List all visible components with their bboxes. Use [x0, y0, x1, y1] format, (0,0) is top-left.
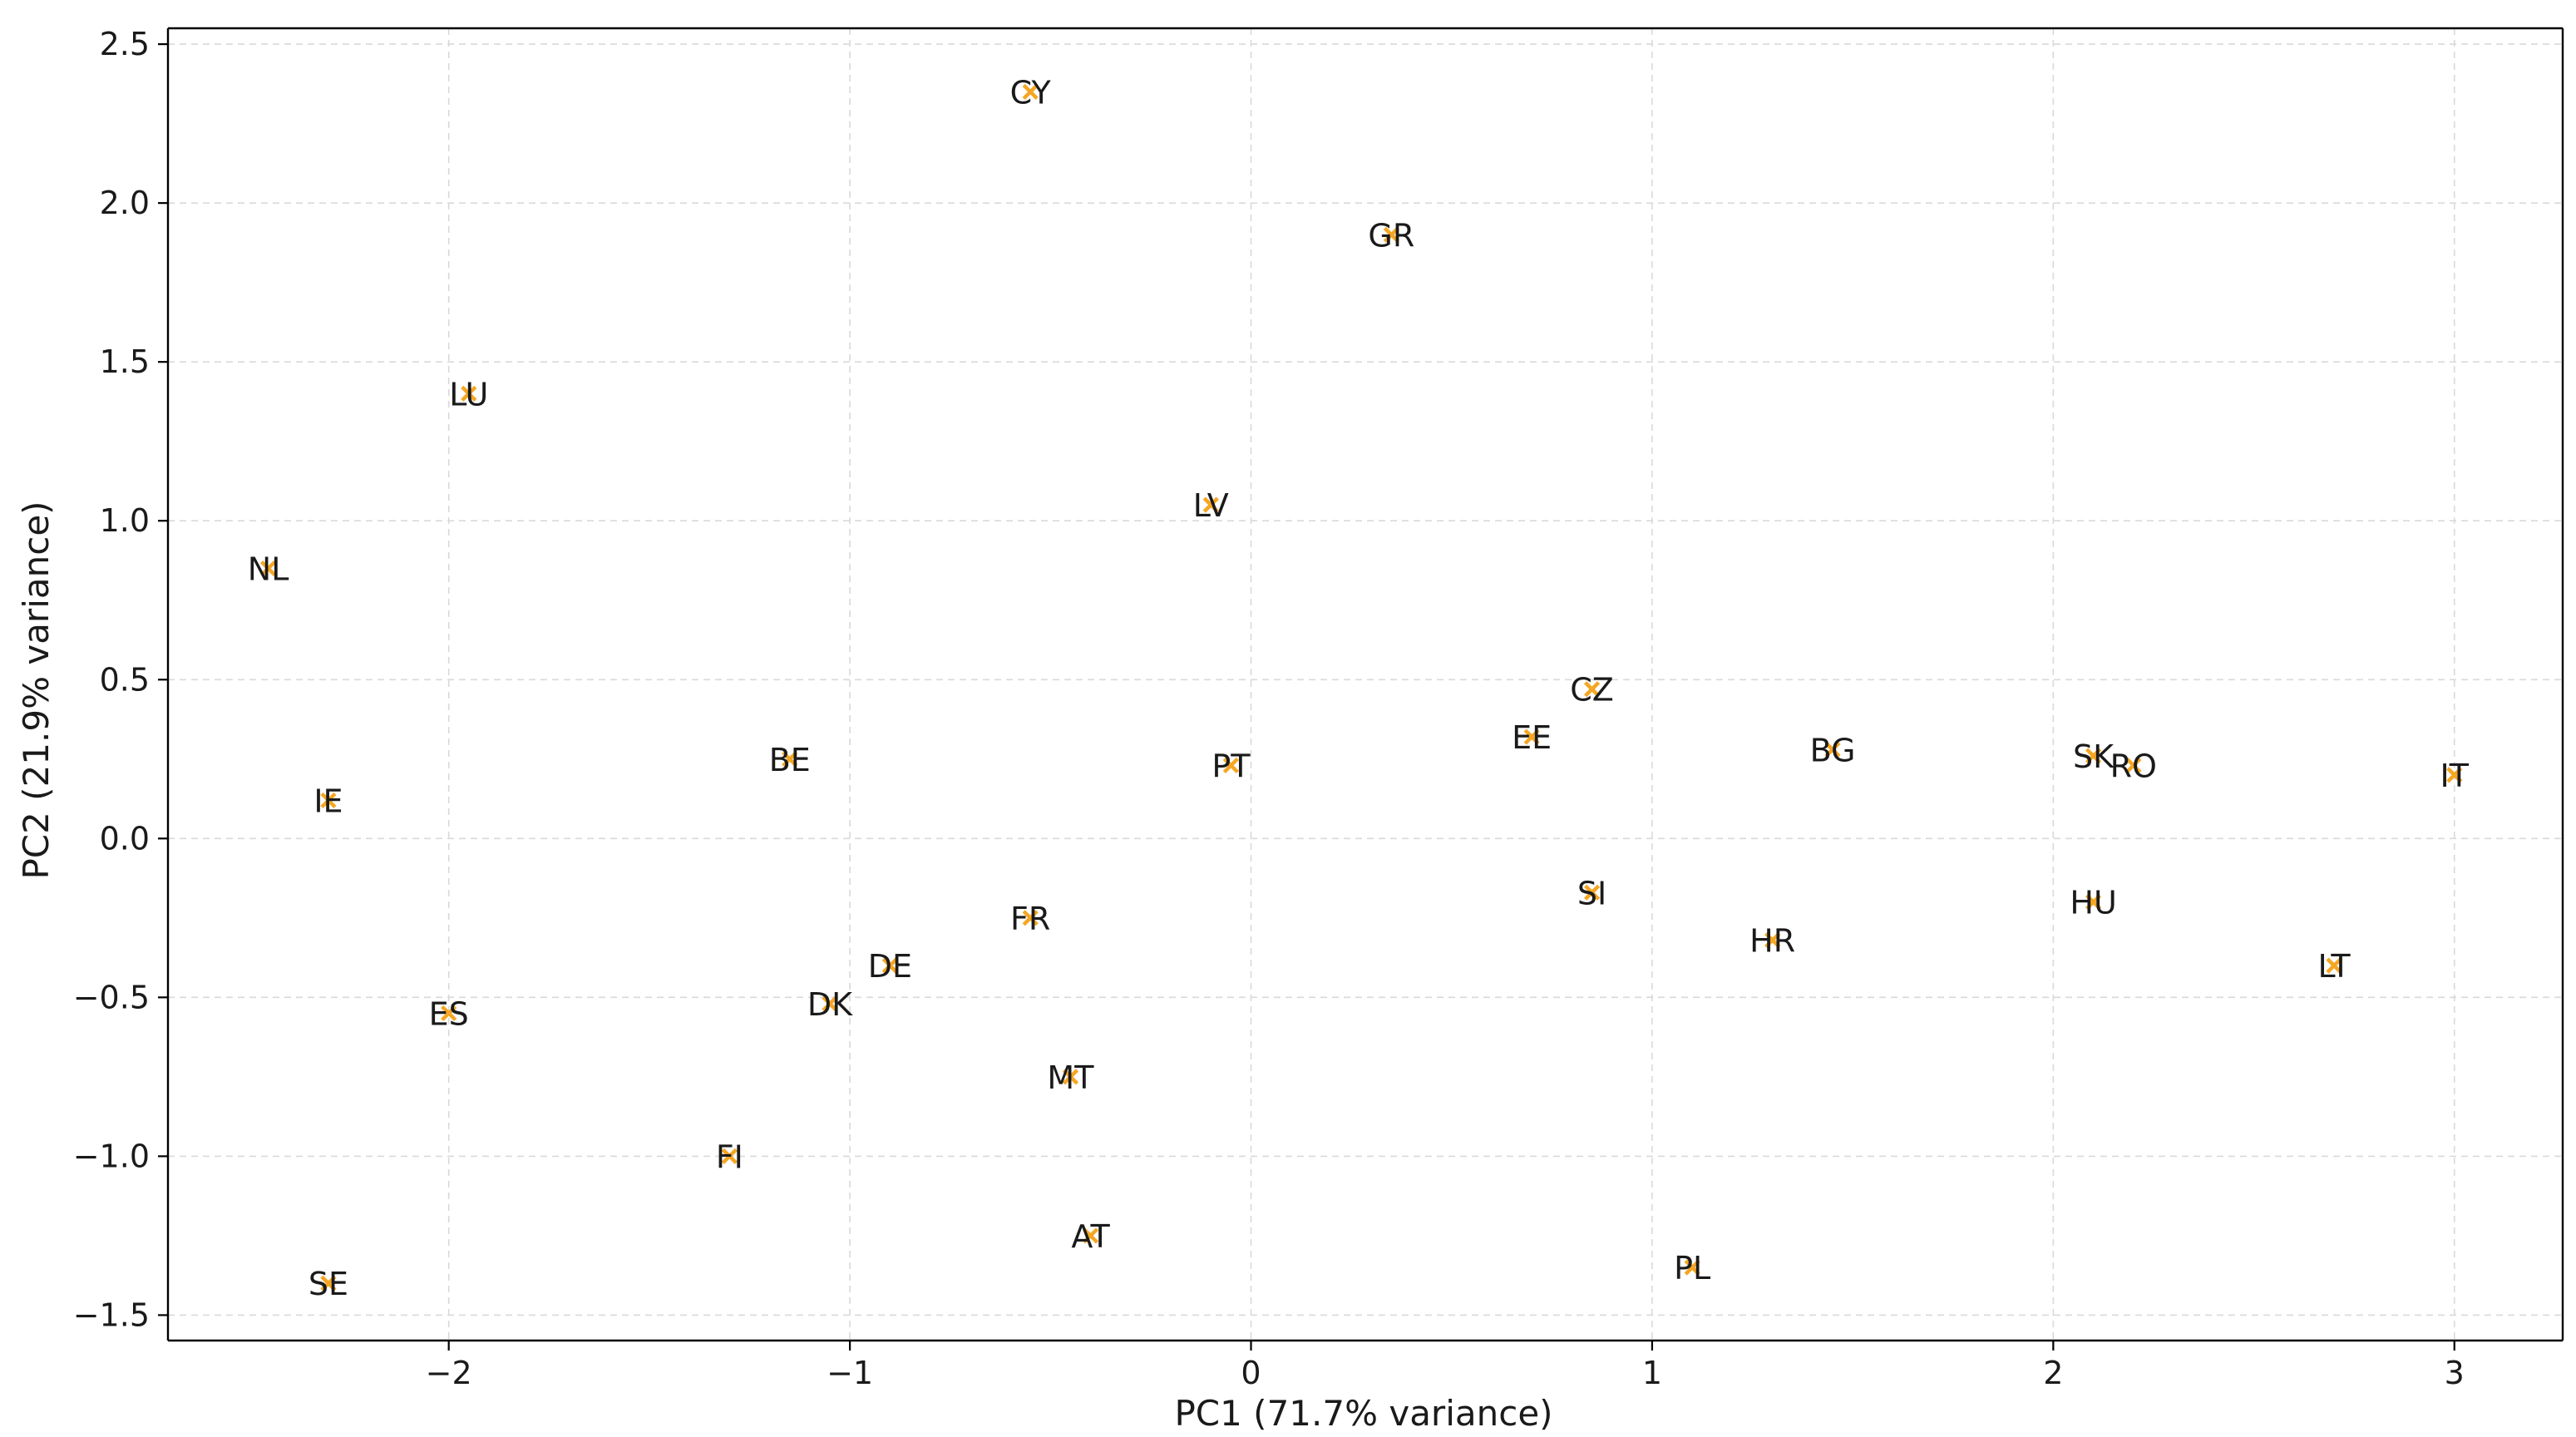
point-label-hu: HU — [2070, 885, 2116, 921]
y-tick-label: 1.0 — [100, 502, 150, 539]
point-label-ro: RO — [2110, 748, 2157, 784]
point-label-de: DE — [868, 948, 912, 985]
y-tick-label: 2.0 — [100, 185, 150, 221]
x-tick-label: −1 — [827, 1355, 873, 1391]
point-label-fi: FI — [716, 1138, 743, 1175]
point-label-se: SE — [308, 1266, 348, 1302]
data-point-at — [1082, 1227, 1099, 1244]
x-axis-label: PC1 (71.7% variance) — [1174, 1393, 1552, 1434]
data-point-ee — [1523, 728, 1540, 745]
point-label-ee: EE — [1512, 719, 1552, 756]
data-point-cy — [1022, 83, 1039, 101]
data-point-hr — [1764, 931, 1781, 949]
point-label-ie: IE — [313, 783, 343, 819]
data-point-pt — [1222, 757, 1239, 774]
point-label-cz: CZ — [1570, 672, 1614, 709]
y-tick-label: −0.5 — [73, 979, 150, 1015]
y-axis-label: PC2 (21.9% variance) — [16, 501, 57, 879]
data-point-gr — [1383, 226, 1399, 243]
data-point-sk — [2085, 748, 2102, 764]
y-tick-label: −1.5 — [73, 1296, 150, 1333]
point-label-gr: GR — [1368, 217, 1414, 254]
y-tick-label: 1.5 — [100, 343, 150, 380]
point-label-cy: CY — [1010, 74, 1052, 111]
y-tick-label: 0.5 — [100, 661, 150, 698]
data-point-ie — [320, 792, 337, 809]
data-point-mt — [1062, 1069, 1079, 1085]
data-point-dk — [822, 995, 838, 1012]
point-label-sk: SK — [2073, 738, 2115, 775]
point-label-it: IT — [2440, 758, 2470, 794]
y-tick-label: 2.5 — [100, 26, 150, 62]
point-label-lt: LT — [2317, 948, 2351, 985]
point-label-lv: LV — [1193, 487, 1229, 524]
point-label-es: ES — [429, 995, 469, 1032]
point-label-fr: FR — [1010, 901, 1050, 937]
point-label-pl: PL — [1674, 1250, 1710, 1286]
data-point-se — [320, 1275, 337, 1291]
data-point-lt — [2326, 957, 2342, 974]
data-point-fi — [721, 1148, 738, 1164]
point-label-be: BE — [769, 742, 811, 778]
point-label-bg: BG — [1810, 732, 1856, 768]
data-point-cz — [1583, 681, 1601, 698]
data-point-be — [782, 751, 798, 768]
data-point-de — [881, 957, 898, 974]
grid-layer — [168, 28, 2563, 1341]
data-point-si — [1583, 884, 1601, 901]
point-label-at: AT — [1071, 1218, 1110, 1255]
y-tick-label: −1.0 — [73, 1138, 150, 1174]
data-point-bg — [1824, 741, 1841, 758]
data-point-it — [2446, 767, 2463, 783]
data-point-nl — [260, 560, 277, 577]
y-tick-label: 0.0 — [100, 820, 150, 857]
x-tick-label: 0 — [1241, 1355, 1261, 1391]
data-point-fr — [1022, 910, 1039, 926]
point-label-si: SI — [1577, 875, 1606, 911]
point-label-pt: PT — [1212, 748, 1251, 784]
x-tick-label: 3 — [2445, 1355, 2465, 1391]
x-tick-label: 2 — [2043, 1355, 2063, 1391]
data-point-hu — [2085, 894, 2102, 911]
x-tick-label: −2 — [426, 1355, 472, 1391]
data-point-es — [441, 1005, 457, 1022]
data-point-lu — [461, 385, 477, 402]
point-label-mt: MT — [1047, 1059, 1094, 1096]
x-tick-label: 1 — [1642, 1355, 1662, 1391]
point-label-lu: LU — [449, 376, 488, 412]
marks-layer — [260, 83, 2463, 1291]
point-label-dk: DK — [807, 986, 853, 1023]
data-point-ro — [2125, 757, 2142, 774]
point-label-nl: NL — [248, 551, 289, 588]
data-point-pl — [1684, 1259, 1700, 1276]
data-point-lv — [1202, 496, 1219, 513]
axes-layer: −2 −1 0 1 2 3 −1.5 −1.0 −0.5 0.0 0.5 1.0 1.5 2.0 2.5 — [73, 26, 2564, 1391]
point-label-hr: HR — [1749, 923, 1795, 960]
